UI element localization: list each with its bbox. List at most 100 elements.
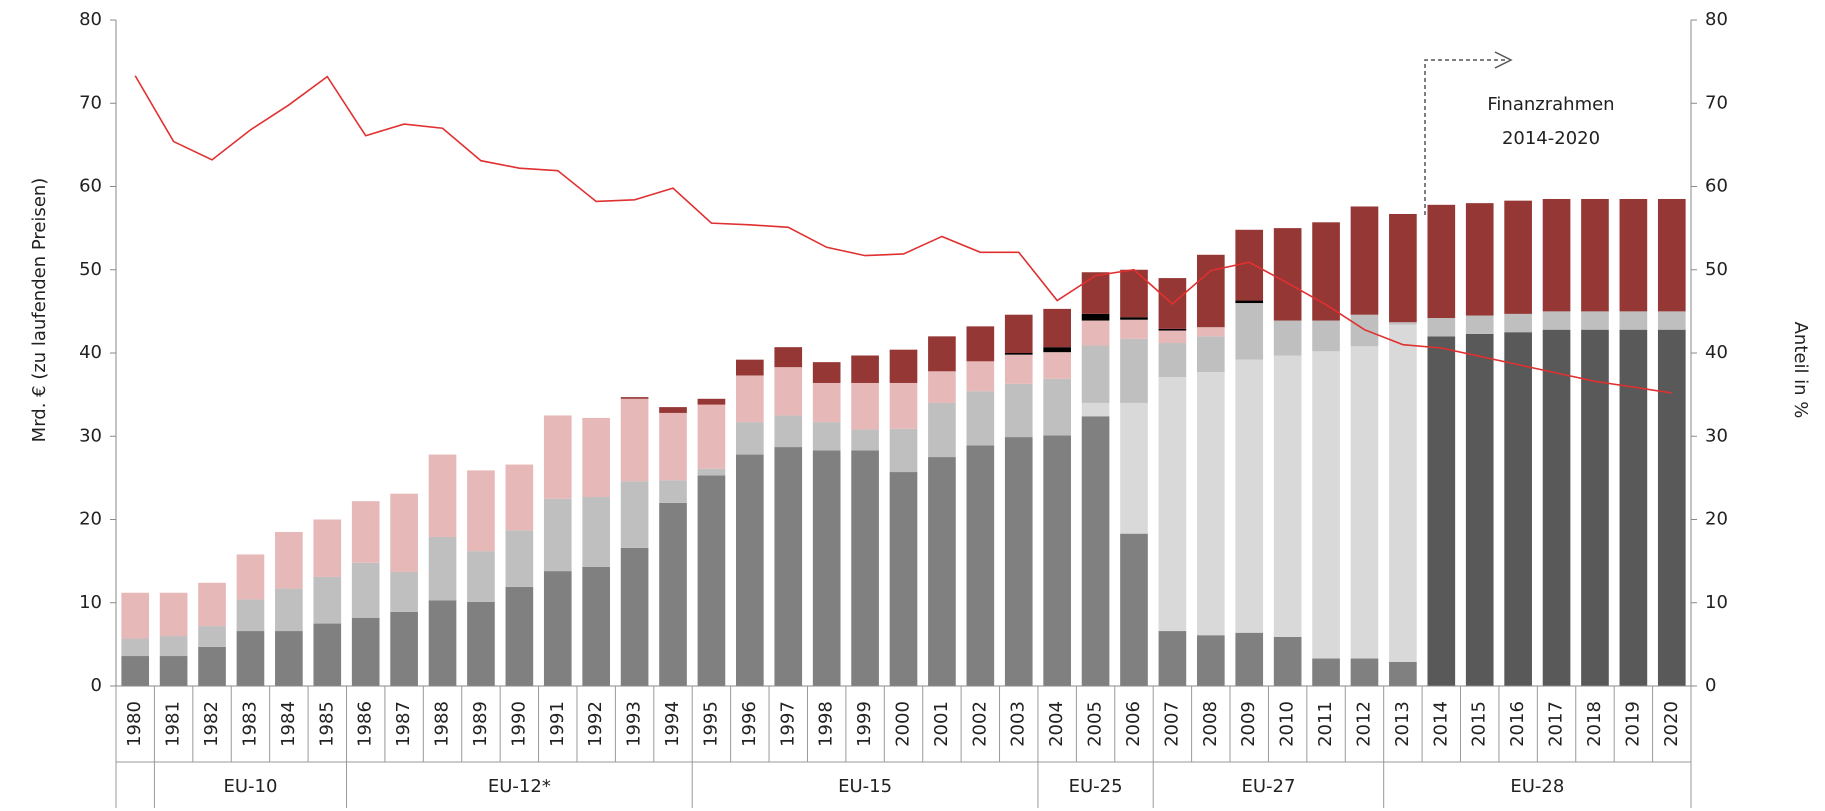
- bar-segment: [659, 407, 687, 413]
- x-tick-label: 2018: [1584, 701, 1605, 747]
- bar-segment: [1196, 336, 1225, 373]
- bar-segment: [1427, 336, 1456, 686]
- bar-segment: [774, 347, 803, 368]
- y2-tick-label: 60: [1705, 176, 1728, 197]
- bar-segment: [889, 428, 918, 473]
- x-tick-label: 2017: [1546, 701, 1567, 747]
- bar-segment: [1081, 272, 1110, 314]
- bar-segment: [543, 571, 572, 686]
- bar-segment: [582, 497, 611, 567]
- bar-segment: [582, 566, 611, 686]
- x-tick-label: 1997: [777, 701, 798, 747]
- x-tick-label: 1989: [470, 701, 491, 747]
- bar-segment: [620, 397, 649, 399]
- bar-segment: [1235, 229, 1264, 301]
- x-tick-label: 1982: [201, 701, 222, 747]
- bar-segment: [1235, 303, 1264, 360]
- bar-segment: [1581, 311, 1609, 330]
- x-tick-label: 1985: [316, 701, 337, 747]
- bar-segment: [467, 551, 495, 602]
- bar-segment: [1120, 319, 1148, 339]
- y-tick-label: 40: [79, 342, 102, 363]
- x-tick-label: 2015: [1469, 701, 1490, 747]
- bar-segment: [1081, 402, 1110, 417]
- bar-segment: [1043, 347, 1071, 353]
- bar-segment: [736, 375, 764, 423]
- bar-segment: [1427, 318, 1456, 337]
- bar-segment: [428, 600, 457, 686]
- bar-segment: [889, 349, 918, 383]
- bar-segment: [1542, 311, 1571, 330]
- annotation-arrowhead: [1494, 51, 1513, 69]
- bar-segment: [1619, 198, 1648, 312]
- bar-segment: [1350, 206, 1379, 315]
- x-tick-label: 2008: [1200, 701, 1221, 747]
- x-tick-label: 1999: [854, 701, 875, 747]
- bar-segment: [851, 450, 879, 686]
- bar-segment: [1389, 661, 1417, 686]
- bar-segment: [1542, 329, 1571, 686]
- bar-segment: [351, 501, 380, 563]
- bar-segment: [428, 454, 457, 537]
- y2-tick-label: 30: [1705, 425, 1728, 446]
- bar-segment: [159, 656, 188, 686]
- x-tick-label: 1994: [662, 701, 683, 747]
- bar-segment: [467, 470, 495, 552]
- x-tick-label: 1980: [124, 701, 145, 747]
- bar-segment: [812, 450, 841, 686]
- bar-segment: [851, 429, 879, 451]
- line: [134, 75, 1672, 394]
- x-tick-label: 2000: [893, 701, 914, 747]
- bar-segment: [659, 412, 687, 481]
- bar-segment: [236, 631, 265, 686]
- bar-segment: [851, 355, 879, 383]
- bar-segment: [966, 391, 995, 446]
- x-tick-label: 2006: [1123, 701, 1144, 747]
- bar-segment: [1043, 352, 1071, 379]
- bar-segment: [1158, 631, 1187, 686]
- y2-tick-label: 0: [1705, 675, 1716, 696]
- bar-segment: [159, 636, 188, 657]
- x-tick-label: 1996: [739, 701, 760, 747]
- y-tick-label: 50: [79, 259, 102, 280]
- y-tick-label: 30: [79, 425, 102, 446]
- group-label: EU-10: [223, 776, 277, 797]
- bar-segment: [659, 502, 687, 686]
- x-tick-label: 1981: [163, 701, 184, 747]
- x-tick-label: 1990: [508, 701, 529, 747]
- bar-segment: [966, 361, 995, 392]
- bar-segment: [1504, 313, 1532, 333]
- x-tick-label: 2020: [1661, 701, 1682, 747]
- bar-segment: [275, 531, 303, 589]
- y2-tick-label: 20: [1705, 509, 1728, 530]
- bar-segment: [1043, 378, 1071, 436]
- bar-segment: [1004, 383, 1033, 438]
- x-tick-label: 2005: [1085, 701, 1106, 747]
- bar-segment: [390, 571, 418, 612]
- bar-segment: [1465, 333, 1494, 686]
- bar-segment: [1581, 329, 1609, 686]
- bar-segment: [697, 475, 726, 686]
- x-tick-label: 2009: [1238, 701, 1259, 747]
- y-tick-label: 70: [79, 92, 102, 113]
- bar-segment: [1504, 200, 1532, 314]
- bar-segment: [966, 445, 995, 686]
- annotation-arrow: [1424, 59, 1505, 215]
- annotation: 2014-2020: [1502, 128, 1600, 149]
- y2-tick-label: 70: [1705, 92, 1728, 113]
- bar-segment: [1273, 320, 1302, 356]
- bar-segment: [620, 547, 649, 686]
- bar-segment: [659, 480, 687, 503]
- y2-tick-label: 10: [1705, 592, 1728, 613]
- bar-segment: [889, 382, 918, 429]
- bar-segment: [1043, 308, 1071, 348]
- bar-segment: [1350, 658, 1379, 686]
- group-label: EU-12*: [488, 776, 551, 797]
- bar-segment: [275, 588, 303, 632]
- y-tick-label: 60: [79, 176, 102, 197]
- x-tick-label: 1993: [624, 701, 645, 747]
- bar-segment: [1235, 300, 1264, 304]
- bar-segment: [1389, 324, 1417, 662]
- bar-segment: [1312, 222, 1340, 321]
